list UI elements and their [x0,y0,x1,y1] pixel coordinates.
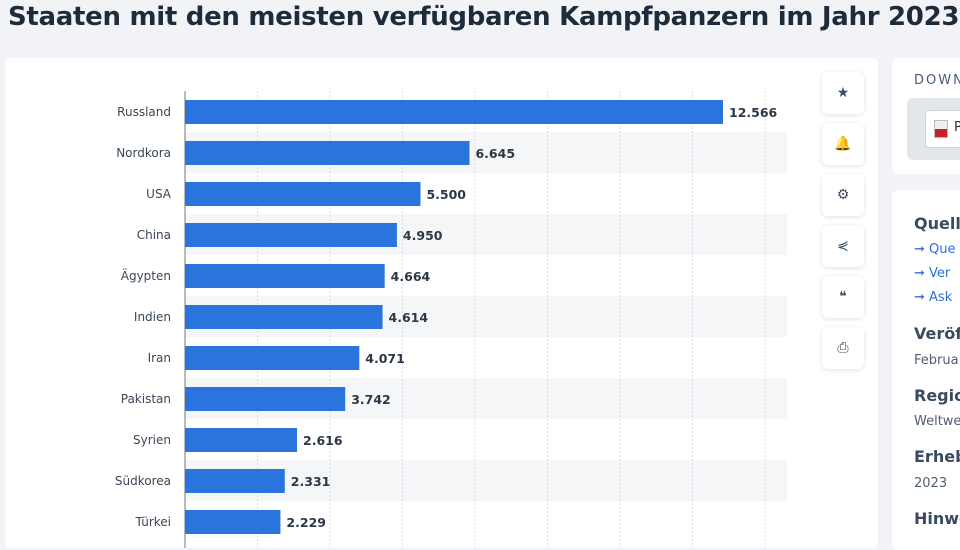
pdf-download-button[interactable]: P [925,110,960,148]
publication-link[interactable]: ➞ Ver [914,266,951,281]
share-icon: ⋞ [837,238,849,254]
category-label: Nordkora [116,146,171,160]
category-label: China [137,228,171,242]
favorite-icon: ★ [836,85,850,101]
bar-Iran [185,346,360,370]
settings-button[interactable]: ⚙ [822,174,864,216]
ask-link[interactable]: ➞ Ask [914,290,953,305]
source-link[interactable]: ➞ Que [914,242,956,257]
value-label: 4.614 [389,310,429,325]
release-value: Februa [914,353,959,368]
category-label: Iran [148,351,171,365]
bar-Türkei [185,510,281,534]
release-heading: Veröf [914,324,960,343]
settings-icon: ⚙ [836,187,850,203]
bar-Ägypten [185,264,385,288]
category-label: Russland [117,105,171,119]
survey-value: 2023 [914,476,948,491]
pdf-icon [934,120,948,138]
notify-icon: 🔔 [834,136,852,152]
region-heading: Regio [914,386,960,405]
bar-Nordkora [185,141,470,165]
value-label: 3.742 [351,392,391,407]
bar-Südkorea [185,469,285,493]
bar-chart: Russland 12.566 Nordkora 6.645 USA 5.500 China… [115,91,787,548]
value-label: 2.229 [286,515,326,530]
page-title: Staaten mit den meisten verfügbaren Kamp… [8,2,960,32]
category-label: Ägypten [121,268,171,283]
notify-button[interactable]: 🔔 [822,123,864,165]
value-label: 4.071 [365,351,405,366]
value-label: 2.616 [303,433,343,448]
bar-Syrien [185,428,298,452]
note-heading: Hinwe [914,509,960,528]
category-label: Indien [134,310,171,324]
region-value: Weltwe [914,414,960,429]
bar-China [185,223,397,247]
print-icon: ⎙ [837,340,849,356]
value-label: 2.331 [291,474,331,489]
row-band [185,460,787,501]
bar-Indien [185,305,383,329]
value-label: 4.950 [403,228,443,243]
category-label: USA [146,187,172,201]
share-button[interactable]: ⋞ [822,225,864,267]
info-panel: Quell ➞ Que ➞ Ver ➞ Ask Veröf Februa Reg… [892,190,960,550]
download-panel: DOWN P [892,58,960,174]
category-label: Südkorea [115,474,171,488]
pdf-label: P [954,120,960,135]
category-label: Türkei [135,515,171,529]
value-label: 12.566 [729,105,778,120]
bar-Pakistan [185,387,346,411]
download-heading: DOWN [914,73,960,88]
bar-Russland [185,100,723,124]
survey-heading: Erheb [914,447,960,466]
value-label: 6.645 [475,146,515,161]
favorite-button[interactable]: ★ [822,72,864,114]
value-label: 5.500 [426,187,466,202]
print-button[interactable]: ⎙ [822,327,864,369]
cite-icon: ❝ [839,289,847,305]
category-label: Pakistan [121,392,171,406]
chart-card: Russland 12.566 Nordkora 6.645 USA 5.500 China… [5,58,878,548]
cite-button[interactable]: ❝ [822,276,864,318]
bar-USA [185,182,421,206]
category-label: Syrien [133,433,171,447]
value-label: 4.664 [391,269,431,284]
source-heading: Quell [914,214,960,233]
